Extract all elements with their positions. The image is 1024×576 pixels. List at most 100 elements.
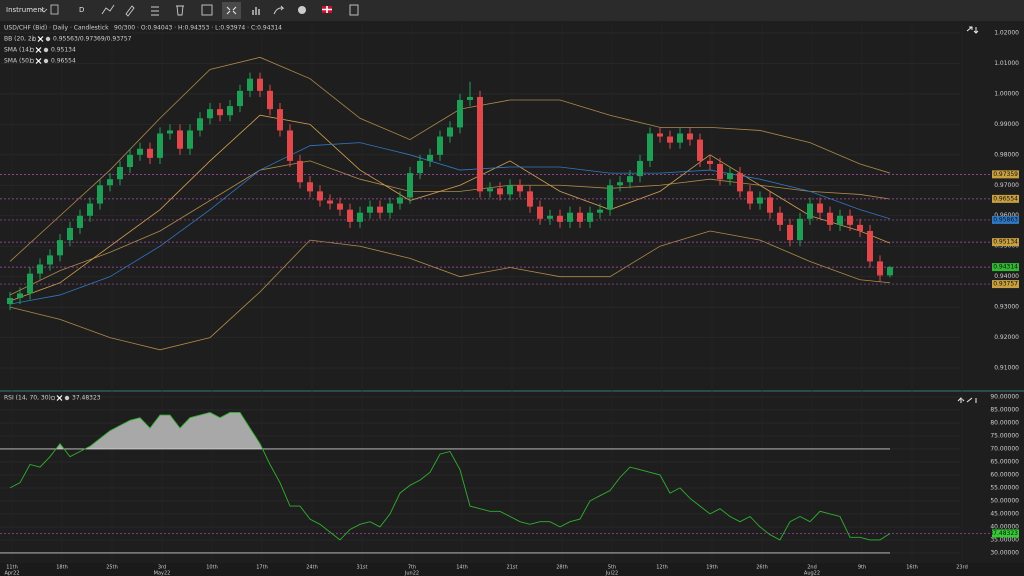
y-tick-label: 0.95000 — [994, 243, 1019, 250]
x-tick-label: 19th — [706, 565, 718, 571]
candle-body — [617, 182, 623, 186]
y-tick-label: 0.93000 — [994, 304, 1019, 311]
candle-body — [237, 90, 243, 107]
y-tick-label: 0.98000 — [994, 151, 1019, 158]
price-tag — [992, 194, 1019, 203]
eye-icon[interactable] — [50, 395, 56, 401]
x-tick-label: 25th — [106, 565, 118, 571]
candle-body — [857, 224, 863, 231]
dropdown-arrow — [40, 8, 48, 13]
candle-body — [207, 109, 213, 119]
candle-body — [737, 173, 743, 192]
theme-icon[interactable] — [298, 6, 306, 14]
candle-body — [447, 127, 453, 137]
remove-icon[interactable] — [35, 58, 42, 64]
indicator-value: 0.95563/0.97369/0.93757 — [53, 36, 132, 43]
candle-body — [7, 298, 13, 305]
eye-icon[interactable] — [31, 36, 37, 42]
candle-body — [627, 176, 633, 183]
instrument-menu[interactable]: Instrument — [6, 6, 45, 14]
y-tick-label: 70.00000 — [990, 445, 1019, 452]
x-tick-label: 21st — [507, 565, 518, 571]
candle-body — [367, 206, 373, 213]
settings-icon[interactable] — [45, 36, 51, 42]
rsi-title: RSI (14, 70, 30) — [4, 395, 51, 402]
labels: 0.91000 0.92000 0.93000 0.94000 0.95000 0.960… — [0, 25, 1024, 576]
eye-icon[interactable] — [29, 47, 35, 53]
candle-body — [547, 215, 553, 219]
candle-body — [827, 212, 833, 225]
x-tick-label: 12th — [656, 565, 668, 571]
fib-icon[interactable] — [151, 6, 159, 16]
panel-controls[interactable] — [966, 26, 979, 34]
crosshair-icon — [226, 6, 237, 15]
candle-body — [717, 163, 723, 180]
candle-body — [457, 99, 463, 128]
layout-icon[interactable] — [201, 4, 213, 16]
rsi-panel-controls[interactable] — [957, 397, 977, 403]
x-axis-bar — [0, 563, 1024, 576]
remove-icon[interactable] — [35, 47, 42, 53]
candle-body — [527, 191, 533, 207]
y-tick-label: 1.02000 — [994, 29, 1019, 36]
y-tick-label: 55.00000 — [990, 484, 1019, 491]
price-tag-label: 0.93757 — [993, 281, 1018, 288]
candle-body — [777, 212, 783, 225]
candle-body — [117, 167, 123, 180]
pen-icon[interactable] — [125, 5, 135, 17]
x-tick-label: 23rd — [956, 565, 968, 571]
candle-body — [817, 203, 823, 213]
candle-body — [287, 130, 293, 161]
settings-icon[interactable] — [64, 395, 70, 401]
crosshair-button[interactable] — [222, 2, 241, 19]
candle-body — [467, 96, 473, 100]
remove-icon[interactable] — [56, 395, 63, 401]
x-tick-label: 2nd — [807, 565, 817, 571]
x-tick-month: May22 — [154, 571, 171, 576]
candle-body — [587, 212, 593, 222]
price-tag — [992, 215, 1019, 224]
value-tag-label: 37.48323 — [989, 530, 1018, 537]
y-tick-label: 85.00000 — [990, 406, 1019, 413]
y-tick-label: 0.99000 — [994, 121, 1019, 128]
candle-body — [637, 160, 643, 177]
settings-icon[interactable] — [43, 58, 49, 64]
price-tag-label: 0.97359 — [993, 171, 1018, 178]
chart-info: 90/300 · O:0.94043 · H:0.94353 · L:0.939… — [114, 25, 282, 32]
y-tick-label: 35.00000 — [990, 536, 1019, 543]
candle-body — [297, 160, 303, 183]
indicator-value: 0.95134 — [51, 47, 76, 54]
candle-body — [197, 118, 203, 131]
x-tick-label: 7th — [408, 565, 416, 571]
chart-type-icon[interactable] — [50, 4, 59, 15]
x-tick-label: 28th — [556, 565, 568, 571]
y-tick-label: 0.94000 — [994, 273, 1019, 280]
overbought-area — [10, 412, 890, 449]
y-tick-label: 0.96000 — [994, 212, 1019, 219]
price-tag — [992, 280, 1019, 289]
candle-body — [187, 130, 193, 149]
y-tick-label: 75.00000 — [990, 432, 1019, 439]
candle-body — [167, 130, 173, 134]
candle-body — [27, 273, 33, 294]
candle-body — [317, 191, 323, 201]
draw-line-icon[interactable] — [101, 4, 115, 15]
settings-icon[interactable] — [43, 47, 49, 53]
candle-body — [557, 215, 563, 222]
candle-body — [217, 109, 223, 116]
candle-body — [327, 200, 333, 204]
candle-body — [147, 148, 153, 158]
candle-body — [127, 154, 133, 168]
indicators-icon[interactable] — [252, 7, 260, 15]
x-tick-label: 11th — [6, 565, 18, 571]
candle-body — [597, 209, 603, 213]
save-icon[interactable] — [349, 4, 359, 16]
candle-body — [807, 203, 813, 219]
delete-icon[interactable] — [176, 5, 184, 16]
share-icon[interactable] — [273, 5, 285, 15]
eye-icon[interactable] — [29, 58, 35, 64]
remove-icon[interactable] — [37, 36, 44, 42]
price-tag-label: 0.96554 — [993, 195, 1018, 202]
period-menu[interactable]: D — [79, 6, 84, 14]
candle-body — [487, 188, 493, 192]
